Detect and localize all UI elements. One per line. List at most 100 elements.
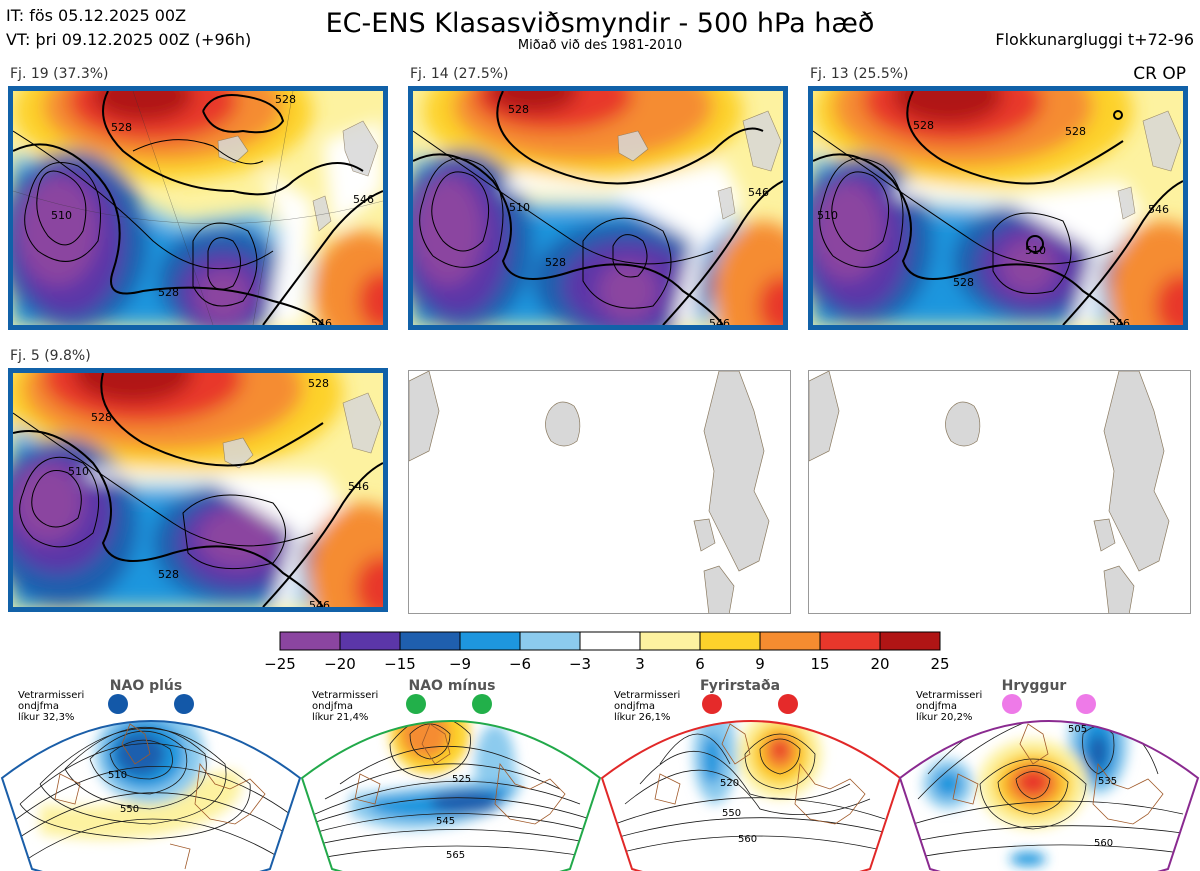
anomaly-map-3: 528 528 510 528 546 510 546 [813,91,1183,325]
colorbar-tick-label: −25 [264,655,296,673]
empty-map-5 [408,370,791,614]
contour-label: 546 [348,480,369,493]
colorbar-tick-label: 9 [755,655,765,673]
colorbar-tick-label: −9 [449,655,471,673]
contour-label: 510 [51,209,72,222]
regime-note: ondjfma [18,701,59,712]
colorbar-segment [579,631,641,651]
contour-label: 545 [436,816,455,827]
regime-name: NAO plús [110,678,182,694]
colorbar-tick-label: −20 [324,655,356,673]
colorbar-tick-label: 20 [870,655,889,673]
regime-note: líkur 32,3% [18,711,74,723]
contour-label: 546 [309,599,330,607]
ridge-dot [1002,694,1022,714]
contour-label: 546 [353,193,374,206]
colorbar-segment [459,631,521,651]
regime-note: líkur 20,2% [916,711,972,723]
contour-label: 528 [953,276,974,289]
blocking-dot [778,694,798,714]
contour-label: 510 [1025,244,1046,257]
page-title: EC-ENS Klasasviðsmyndir - 500 hPa hæð [325,8,875,39]
colorbar-tick-label: −15 [384,655,416,673]
header-info: IT: fös 05.12.2025 00Z VT: þri 09.12.202… [6,4,251,52]
colorbar-segment [759,631,821,651]
anomaly-map-2: 528 510 528 546 546 [413,91,783,325]
regime-name: NAO mínus [409,678,496,694]
empty-map-6 [808,370,1191,614]
contour-label: 550 [722,808,741,819]
panel-label-1: Fj. 19 (37.3%) [10,66,109,82]
contour-label: 528 [91,411,112,424]
contour-label: 510 [108,770,127,781]
contour-label: 550 [120,804,139,815]
contour-label: 546 [1148,203,1169,216]
colorbar-segment [519,631,581,651]
colorbar-tick-label: −6 [509,655,531,673]
valid-time: VT: þri 09.12.2025 00Z (+96h) [6,30,252,49]
cluster-map-1: 528 510 528 546 528 546 [8,86,388,330]
regime-name: Hryggur [1002,678,1067,694]
contour-label: 528 [508,103,529,116]
contour-label: 505 [1068,724,1087,735]
blocking-dot [702,694,722,714]
colorbar-segment [279,631,341,651]
contour-label: 535 [1098,776,1117,787]
nao-plus-dot [108,694,128,714]
regime-note: ondjfma [312,701,353,712]
colorbar-segment [399,631,461,651]
contour-label: 528 [1065,125,1086,138]
contour-label: 528 [545,256,566,269]
colorbar-tick-label: 15 [810,655,829,673]
contour-label: 546 [311,317,332,325]
contour-label: 510 [817,209,838,222]
regime-nao-minus: NAO mínus Vetrarmisseri ondjfma líkur 21… [300,678,602,871]
colorbar-segment [879,631,941,651]
regime-note: líkur 21,4% [312,711,368,723]
colorbar-segment [339,631,401,651]
contour-label: 546 [1109,317,1130,325]
regime-note: Vetrarmisseri [916,690,982,701]
contour-label: 528 [913,119,934,132]
contour-label: 510 [68,465,89,478]
regime-note: líkur 26,1% [614,711,670,723]
cluster-map-3: 528 528 510 528 546 510 546 [808,86,1188,330]
initial-time: IT: fös 05.12.2025 00Z [6,6,187,25]
colorbar-tick-label: 25 [930,655,949,673]
cluster-map-2: 528 510 528 546 546 [408,86,788,330]
contour-label: 560 [738,834,757,845]
nao-plus-dot [174,694,194,714]
contour-label: 528 [111,121,132,134]
classification-window: Flokkunargluggi t+72-96 [995,30,1194,49]
land-outline-map-5 [409,371,770,613]
cr-op-label: CR OP [1133,64,1186,84]
contour-label: 560 [1094,838,1113,849]
contour-label: 546 [709,317,730,325]
regime-note: Vetrarmisseri [614,690,680,701]
land-outline-map-6 [809,371,1170,613]
page-subtitle: Miðað við des 1981-2010 [517,38,683,53]
cluster-map-4: 528 510 528 546 528 546 [8,368,388,612]
colorbar-tick-label: 3 [635,655,645,673]
panel-label-3: Fj. 13 (25.5%) [810,66,909,82]
regime-note: ondjfma [614,701,655,712]
contour-label: 528 [308,377,329,390]
ridge-dot [1076,694,1096,714]
colorbar-tick-label: −3 [569,655,591,673]
contour-label: 525 [452,774,471,785]
panel-label-4: Fj. 5 (9.8%) [10,348,91,364]
regime-name: Fyrirstaða [700,678,780,694]
panel-label-2: Fj. 14 (27.5%) [410,66,509,82]
nao-minus-dot [406,694,426,714]
regime-note: ondjfma [916,701,957,712]
anomaly-colorbar: −25 −20 −15 −9 −6 −3 3 6 9 15 20 25 [264,631,950,673]
contour-label: 565 [446,850,465,861]
regime-note: Vetrarmisseri [18,690,84,701]
contour-label: 528 [275,93,296,106]
regime-blocking: Fyrirstaða Vetrarmisseri ondjfma líkur 2… [600,678,902,871]
contour-label: 528 [158,568,179,581]
contour-label: 546 [748,186,769,199]
colorbar-segment [819,631,881,651]
anomaly-map-1: 528 510 528 546 528 546 [13,91,383,325]
colorbar-segment [639,631,701,651]
